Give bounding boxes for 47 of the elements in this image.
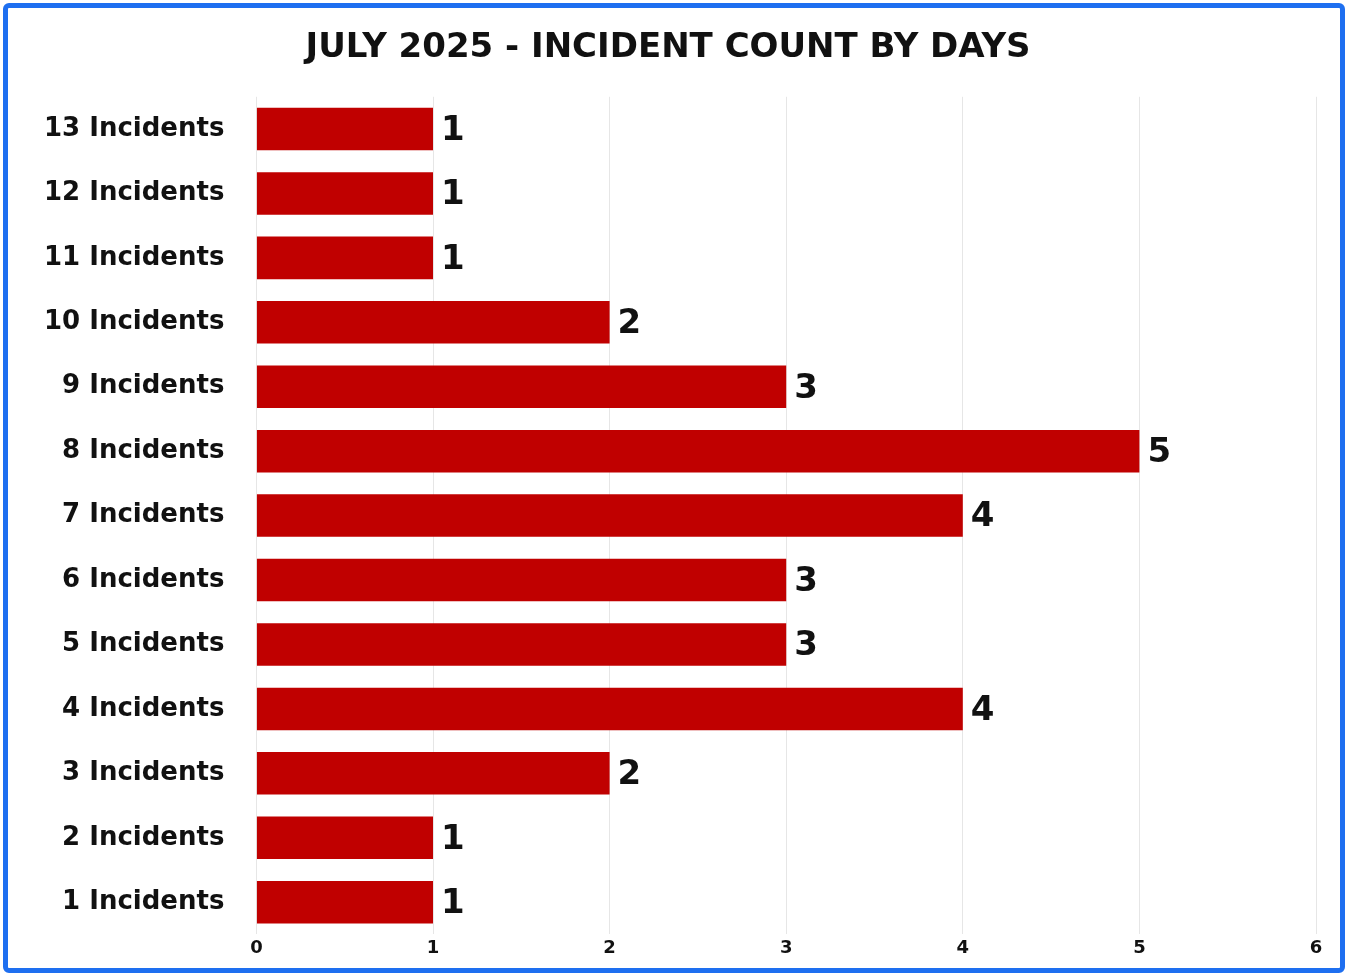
x-tick-label: 5 (1133, 935, 1146, 957)
y-tick-label: 9 Incidents (62, 369, 225, 400)
data-label: 1 (441, 107, 465, 148)
data-label: 2 (617, 301, 642, 342)
data-label: 3 (794, 558, 818, 599)
y-tick-label: 1 Incidents (62, 884, 225, 915)
bar (256, 494, 963, 537)
y-tick-label: 2 Incidents (62, 820, 225, 851)
data-label: 1 (441, 172, 465, 213)
bar (256, 687, 963, 731)
data-label: 4 (970, 687, 995, 728)
y-tick-label: 6 Incidents (62, 562, 225, 593)
data-label: 5 (1147, 430, 1172, 470)
data-label: 1 (441, 816, 465, 857)
y-tick-label: 12 Incidents (43, 176, 225, 207)
bar (256, 236, 433, 280)
bar (256, 880, 433, 924)
chart-title: JULY 2025 - INCIDENT COUNT BY DAYS (303, 25, 1031, 66)
bar (256, 429, 1140, 473)
y-tick-label: 5 Incidents (62, 627, 225, 658)
data-label: 1 (441, 881, 465, 922)
data-label: 2 (617, 752, 642, 793)
y-tick-label: 8 Incidents (62, 433, 225, 464)
bar (256, 172, 433, 215)
data-label: 1 (441, 236, 465, 277)
x-tick-label: 3 (779, 935, 793, 957)
bar (256, 623, 787, 666)
y-tick-label: 13 Incidents (43, 111, 225, 142)
data-label: 4 (970, 494, 995, 535)
y-tick-label: 7 Incidents (62, 498, 225, 529)
y-tick-label: 11 Incidents (43, 240, 225, 271)
data-label: 3 (794, 623, 818, 664)
bar (256, 816, 433, 860)
x-tick-label: 2 (603, 935, 616, 957)
y-tick-label: 10 Incidents (43, 305, 225, 336)
bar (256, 301, 610, 344)
y-tick-label: 4 Incidents (62, 691, 225, 722)
x-tick-label: 4 (956, 935, 970, 957)
data-label: 3 (794, 365, 818, 406)
y-tick-label: 3 Incidents (62, 756, 225, 787)
bar (256, 365, 787, 408)
bar (256, 752, 610, 795)
x-tick-label: 6 (1309, 935, 1323, 957)
bar (256, 558, 787, 602)
x-tick-label: 0 (250, 935, 263, 957)
x-tick-label: 1 (426, 935, 440, 957)
bar (256, 107, 433, 151)
